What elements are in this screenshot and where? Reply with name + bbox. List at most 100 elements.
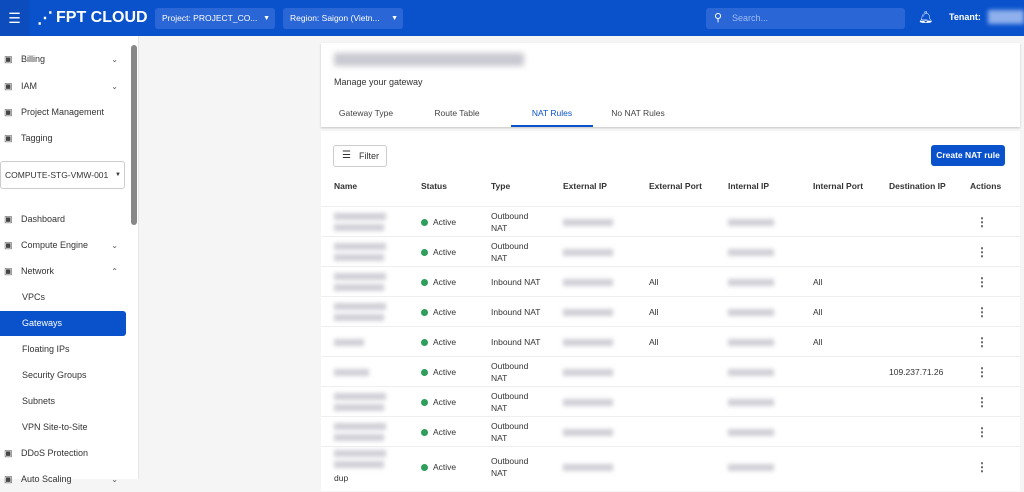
internal-ip-cell <box>728 417 774 447</box>
hamburger-menu-icon[interactable]: ☰ <box>0 0 29 36</box>
monitor-icon: ▣ <box>4 240 13 250</box>
name-redacted <box>334 450 386 457</box>
type-cell: Inbound NAT <box>491 337 541 347</box>
sidebar-item-dashboard[interactable]: ▣ Dashboard <box>0 207 126 232</box>
ip-redacted <box>563 218 613 226</box>
ip-redacted <box>728 428 774 436</box>
ip-redacted <box>728 463 774 471</box>
ip-redacted <box>563 398 613 406</box>
sidebar-item-subnets[interactable]: Subnets <box>22 396 56 406</box>
tenant-label: Tenant: <box>949 12 981 22</box>
filter-icon: ☰ <box>342 150 351 161</box>
status-dot-icon <box>421 463 428 471</box>
name-redacted <box>334 314 384 321</box>
create-nat-rule-button[interactable]: Create NAT rule <box>931 145 1005 166</box>
table-row: Active Inbound NAT All All ⋮ <box>321 266 1020 296</box>
more-actions-icon[interactable]: ⋮ <box>976 425 988 439</box>
name-redacted <box>334 423 386 430</box>
sidebar-item-vpcs[interactable]: VPCs <box>22 292 46 302</box>
sidebar-item-network[interactable]: ▣ Network ⌃ <box>0 259 126 284</box>
tab-no-nat-rules[interactable]: No NAT Rules <box>611 108 665 118</box>
sidebar-item-iam[interactable]: ▣ IAM ⌄ <box>0 74 126 99</box>
table-row: Active Outbound NAT ⋮ <box>321 236 1020 266</box>
ip-redacted <box>563 278 613 286</box>
name-redacted <box>334 461 384 468</box>
sidebar-item-security-groups[interactable]: Security Groups <box>22 370 87 380</box>
chevron-icon: ⌄ <box>111 82 118 91</box>
internal-ip-cell <box>728 357 774 387</box>
internal-ip-cell <box>728 297 774 327</box>
more-actions-icon[interactable]: ⋮ <box>976 215 988 229</box>
sidebar-scrollbar[interactable] <box>131 45 137 225</box>
status-cell: Active <box>421 207 456 237</box>
more-actions-icon[interactable]: ⋮ <box>976 460 988 474</box>
external-port-cell: All <box>649 307 659 317</box>
filter-button[interactable]: ☰ Filter <box>333 145 387 167</box>
ip-redacted <box>728 338 774 346</box>
region-select[interactable]: Region: Saigon (Vietn... ▼ <box>283 8 403 29</box>
internal-port-cell: All <box>813 307 823 317</box>
type-cell: Outbound NAT <box>491 211 529 233</box>
column-header: Status <box>421 181 447 191</box>
tenant-value[interactable] <box>988 10 1024 24</box>
tab-gateway-type[interactable]: Gateway Type <box>338 108 394 118</box>
chevron-icon: ⌄ <box>111 55 118 64</box>
more-actions-icon[interactable]: ⋮ <box>976 365 988 379</box>
status-dot-icon <box>421 218 428 226</box>
ip-redacted <box>563 428 613 436</box>
sidebar-scrollbar-track[interactable] <box>130 36 139 479</box>
sidebar-item-vpn-site-to-site[interactable]: VPN Site-to-Site <box>22 422 88 432</box>
shield-icon: ▣ <box>4 448 13 458</box>
more-actions-icon[interactable]: ⋮ <box>976 395 988 409</box>
more-actions-icon[interactable]: ⋮ <box>976 245 988 259</box>
project-select[interactable]: Project: PROJECT_CO... ▼ <box>155 8 275 29</box>
tab-nat-rules[interactable]: NAT Rules <box>511 105 593 127</box>
more-actions-icon[interactable]: ⋮ <box>976 305 988 319</box>
sidebar-item-tagging[interactable]: ▣ Tagging <box>0 126 126 151</box>
tag-icon: ▣ <box>4 133 13 143</box>
search-input[interactable]: ⚲ Search... <box>706 8 905 29</box>
sidebar-item-compute-engine[interactable]: ▣ Compute Engine ⌄ <box>0 233 126 258</box>
name-redacted <box>334 434 384 441</box>
id-card-icon: ▣ <box>4 81 13 91</box>
project-icon: ▣ <box>4 107 13 117</box>
name-redacted <box>334 254 384 261</box>
more-actions-icon[interactable]: ⋮ <box>976 275 988 289</box>
internal-ip-cell <box>728 387 774 417</box>
tab-route-table[interactable]: Route Table <box>434 108 480 118</box>
status-cell: Active <box>421 267 456 297</box>
gateway-header-card: Manage your gateway Gateway Type Route T… <box>321 43 1020 127</box>
type-cell: Outbound NAT <box>491 421 529 443</box>
sidebar-item-auto-scaling[interactable]: ▣ Auto Scaling ⌄ <box>0 467 126 492</box>
sidebar-item-project-management[interactable]: ▣ Project Management <box>0 100 126 125</box>
name-cell: dup <box>334 447 386 487</box>
table-row: Active Outbound NAT ⋮ <box>321 416 1020 446</box>
caret-down-icon: ▼ <box>263 15 270 22</box>
external-ip-cell <box>563 207 613 237</box>
gateway-name <box>334 53 524 66</box>
name-cell <box>334 207 386 237</box>
sidebar-item-gateways[interactable]: Gateways <box>0 311 126 336</box>
ip-redacted <box>563 248 613 256</box>
column-header: Name <box>334 181 358 191</box>
more-actions-icon[interactable]: ⋮ <box>976 335 988 349</box>
logo[interactable]: ⋰ FPT CLOUD <box>37 9 148 27</box>
internal-port-cell: All <box>813 277 823 287</box>
status-dot-icon <box>421 248 428 256</box>
status-dot-icon <box>421 428 428 436</box>
table-row: dup Active Outbound NAT ⋮ <box>321 446 1020 486</box>
project-dropdown[interactable]: COMPUTE-STG-VMW-001 ▼ <box>0 161 125 189</box>
internal-ip-cell <box>728 327 774 357</box>
external-ip-cell <box>563 417 613 447</box>
sidebar-item-ddos-protection[interactable]: ▣ DDoS Protection <box>0 441 126 466</box>
column-header: Type <box>491 181 511 191</box>
sidebar-item-billing[interactable]: ▣ Billing ⌄ <box>0 47 126 72</box>
internal-ip-cell <box>728 267 774 297</box>
name-redacted <box>334 303 386 310</box>
sidebar-item-floating-ips[interactable]: Floating IPs <box>22 344 70 354</box>
name-redacted <box>334 404 384 411</box>
ip-redacted <box>728 218 774 226</box>
bell-icon[interactable]: 🔔︎ <box>918 10 934 24</box>
table-row: Active Outbound NAT ⋮ <box>321 386 1020 416</box>
status-dot-icon <box>421 338 428 346</box>
